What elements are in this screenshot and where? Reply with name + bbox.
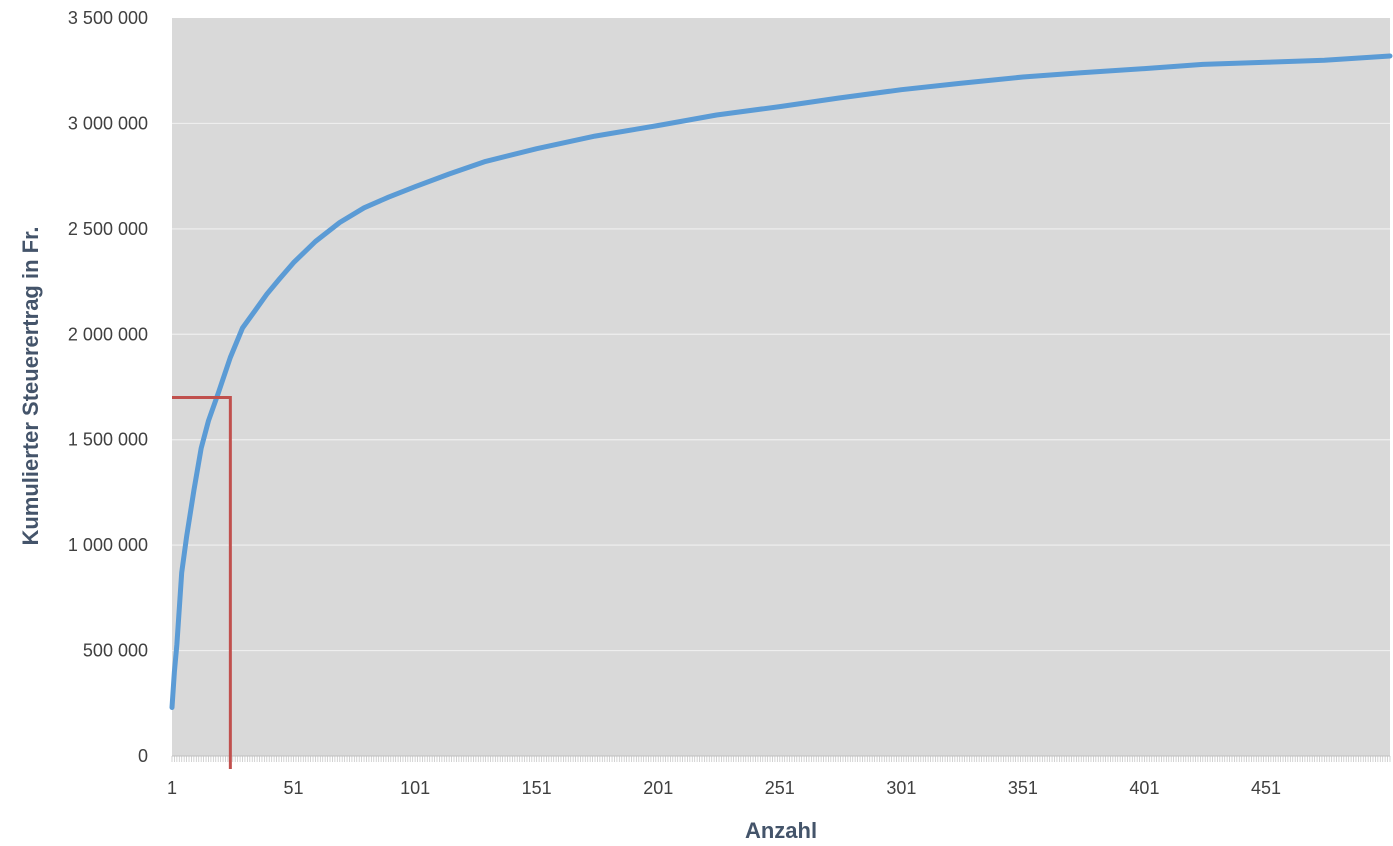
y-axis-title: Kumulierter Steuerertrag in Fr.	[18, 226, 43, 545]
x-tick-label: 51	[284, 778, 304, 798]
y-tick-label: 1 500 000	[68, 430, 148, 450]
x-tick-labels: 1 51 101 151 201 251 301 351 401 451	[167, 778, 1281, 798]
y-tick-label: 500 000	[83, 641, 148, 661]
gridlines	[172, 122, 1390, 652]
x-tick-label: 451	[1251, 778, 1281, 798]
y-tick-label: 0	[138, 746, 148, 766]
x-tick-label: 351	[1008, 778, 1038, 798]
x-tick-label: 201	[643, 778, 673, 798]
x-axis-title: Anzahl	[745, 818, 817, 843]
x-tick-label: 301	[886, 778, 916, 798]
x-minor-ticks	[171, 756, 1391, 762]
y-tick-labels: 0 500 000 1 000 000 1 500 000 2 000 000 2 500…	[68, 8, 148, 766]
plot-area	[172, 18, 1390, 756]
x-tick-label: 151	[522, 778, 552, 798]
x-minor-tick-marks	[171, 756, 1391, 762]
y-tick-label: 2 500 000	[68, 219, 148, 239]
y-tick-label: 3 500 000	[68, 8, 148, 28]
x-tick-label: 251	[765, 778, 795, 798]
y-tick-label: 2 000 000	[68, 324, 148, 344]
x-tick-label: 401	[1129, 778, 1159, 798]
x-tick-label: 101	[400, 778, 430, 798]
series-line	[169, 53, 1393, 710]
reference-line	[172, 396, 232, 769]
x-tick-label: 1	[167, 778, 177, 798]
y-tick-label: 1 000 000	[68, 535, 148, 555]
y-tick-label: 3 000 000	[68, 113, 148, 133]
